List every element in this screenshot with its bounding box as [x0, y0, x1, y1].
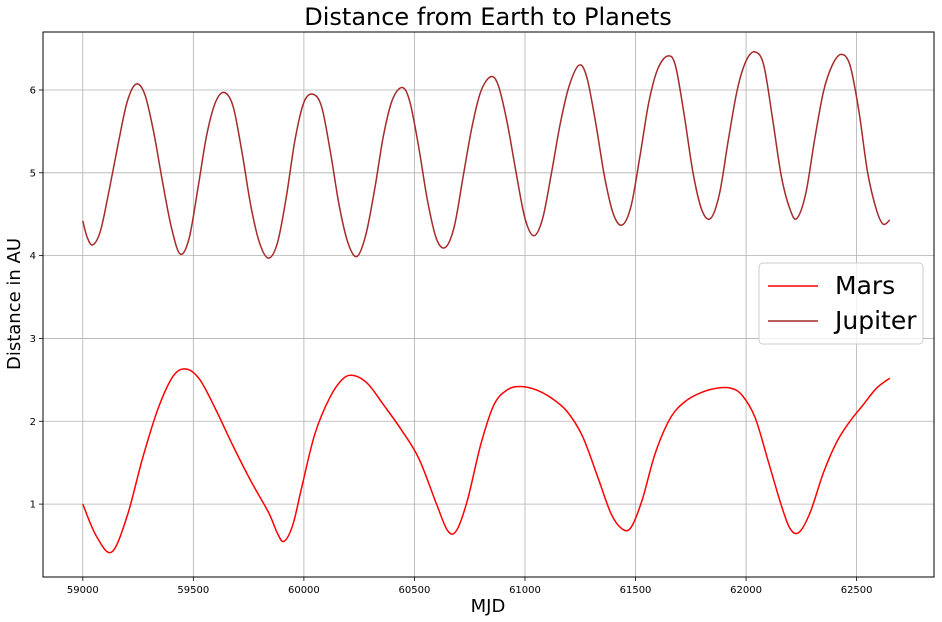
x-axis-label: MJD — [471, 596, 506, 617]
y-tick-label: 6 — [30, 85, 36, 96]
series-line-mars — [82, 368, 891, 554]
x-tick-label: 61000 — [509, 585, 541, 596]
x-tick-label: 59000 — [67, 585, 99, 596]
y-tick-label: 3 — [30, 334, 36, 345]
x-tick-label: 62000 — [730, 585, 762, 596]
x-tick-label: 61500 — [620, 585, 652, 596]
x-tick-label: 60500 — [399, 585, 431, 596]
chart-title: Distance from Earth to Planets — [304, 3, 672, 31]
x-tick-label: 60000 — [288, 585, 320, 596]
y-tick-label: 4 — [30, 251, 36, 262]
y-tick-label: 5 — [30, 168, 36, 179]
y-tick-label: 2 — [30, 417, 36, 428]
legend-mars-label: Mars — [835, 271, 895, 300]
x-tick-label: 62500 — [841, 585, 873, 596]
y-axis-label: Distance in AU — [4, 238, 25, 370]
legend-jupiter-label: Jupiter — [833, 306, 917, 335]
legend: Mars Jupiter — [758, 262, 924, 345]
plot-frame — [42, 31, 935, 578]
y-tick-label: 1 — [30, 500, 36, 511]
series-group — [82, 51, 891, 554]
ticks-group: 59000 59500 60000 60500 61000 61500 62000 62500… — [30, 85, 873, 596]
legend-box — [758, 262, 924, 345]
x-tick-label: 59500 — [177, 585, 209, 596]
series-line-jupiter — [82, 51, 891, 259]
